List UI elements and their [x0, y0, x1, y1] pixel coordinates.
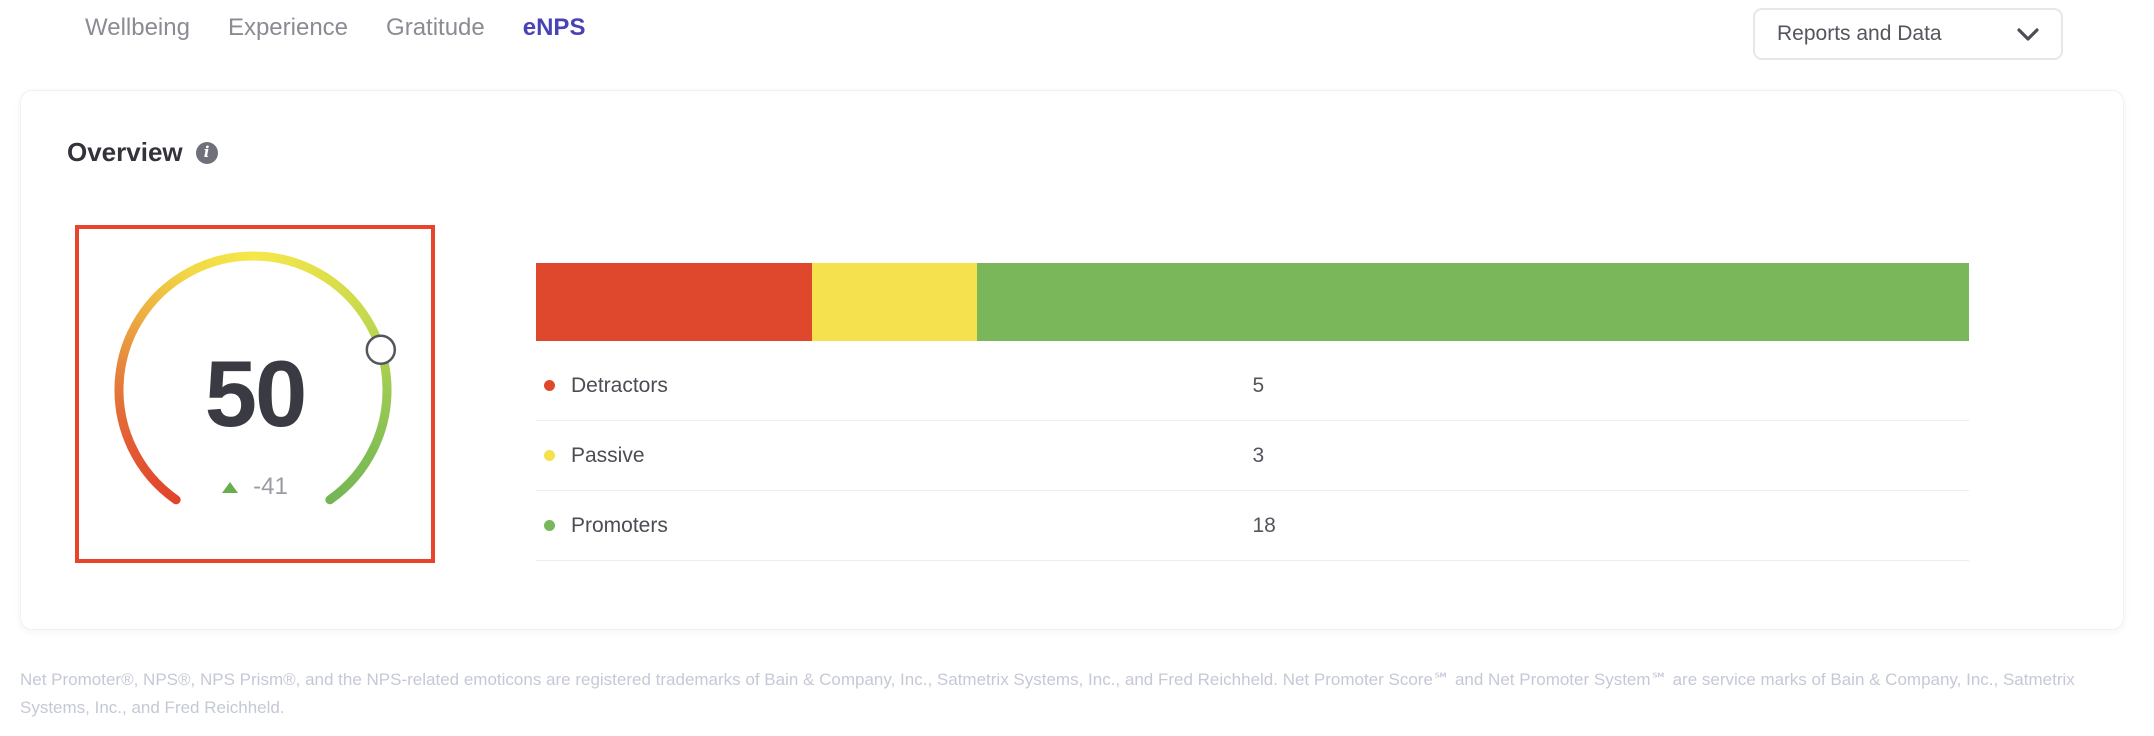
tab-experience[interactable]: Experience — [227, 14, 349, 41]
gauge-score-wrap: 50 — [79, 347, 431, 441]
legend-label: Detractors — [571, 373, 668, 397]
gauge-delta-value: -41 — [253, 473, 288, 500]
info-icon[interactable]: i — [195, 141, 218, 164]
legend-label: Passive — [571, 443, 645, 467]
legend-label: Promoters — [571, 513, 668, 537]
legend-dot-icon — [544, 450, 555, 461]
gauge-score: 50 — [204, 341, 308, 446]
top-nav: Wellbeing Experience Gratitude eNPS — [85, 14, 585, 42]
enps-distribution-bar — [536, 263, 1969, 341]
legend-dot-icon — [544, 380, 555, 391]
card-title-row: Overview i — [67, 137, 218, 168]
overview-card: Overview i 50 -41 Detractors 5 Passive 3 Pro… — [20, 90, 2124, 630]
gauge-arc-segment — [114, 314, 145, 384]
bar-segment-passive — [811, 263, 977, 341]
gauge-knob-icon — [365, 334, 397, 365]
delta-up-triangle-icon — [222, 481, 239, 493]
gauge-arc-segment — [185, 251, 255, 277]
gauge-arc-segment — [135, 267, 192, 322]
legend-row-detractors: Detractors 5 — [536, 351, 1969, 421]
reports-dropdown[interactable]: Reports and Data — [1753, 8, 2063, 60]
gauge-arc-segment — [127, 442, 181, 505]
gauge-arc-segment — [114, 380, 137, 451]
legend-row-promoters: Promoters 18 — [536, 491, 1969, 561]
chevron-down-icon — [2017, 27, 2039, 41]
page-title: Overview — [67, 137, 183, 167]
gauge-arc-segment — [252, 251, 322, 278]
legend-value: 3 — [1252, 443, 1265, 467]
bar-segment-promoters — [976, 263, 1969, 341]
gauge-arc-segment — [315, 268, 372, 323]
gauge-highlight-box: 50 -41 — [75, 225, 435, 563]
trademark-disclaimer: Net Promoter®, NPS®, NPS Prism®, and the… — [20, 670, 2075, 717]
gauge-delta-row: -41 — [79, 473, 431, 501]
enps-legend: Detractors 5 Passive 3 Promoters 18 — [536, 351, 1969, 561]
tab-gratitude[interactable]: Gratitude — [386, 14, 485, 41]
gauge-arc-segment — [325, 444, 378, 505]
legend-row-passive: Passive 3 — [536, 421, 1969, 491]
bar-segment-detractors — [536, 263, 812, 341]
enps-gauge — [114, 251, 397, 505]
legend-dot-icon — [544, 520, 555, 531]
tab-wellbeing[interactable]: Wellbeing — [85, 14, 190, 41]
tab-enps[interactable]: eNPS — [522, 14, 586, 41]
reports-dropdown-label: Reports and Data — [1777, 22, 1942, 45]
legend-value: 18 — [1252, 513, 1276, 537]
legend-value: 5 — [1252, 373, 1265, 397]
